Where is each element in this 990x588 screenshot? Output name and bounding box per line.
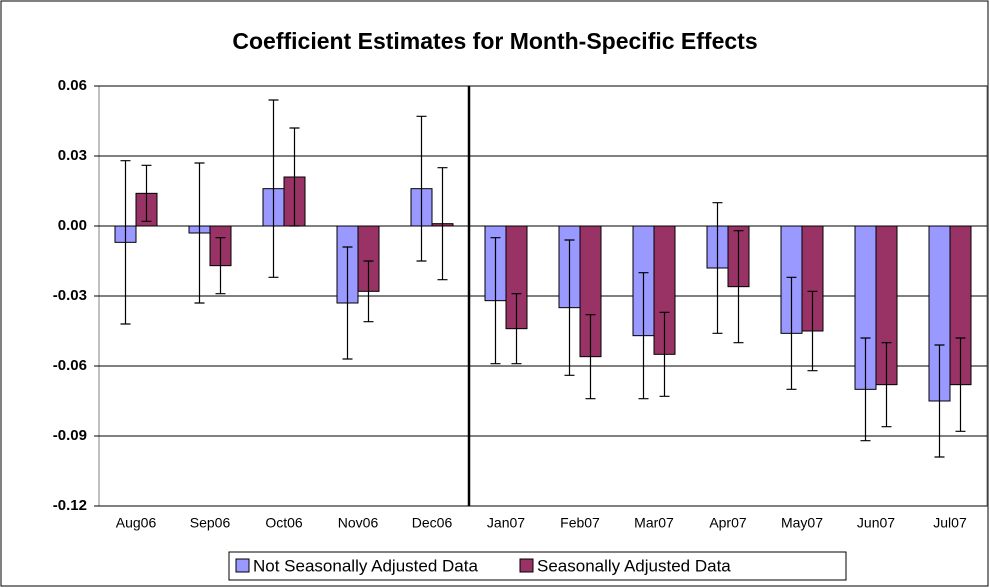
y-tick-label: 0.06: [58, 77, 87, 94]
error-bar: [881, 342, 892, 428]
y-tick-label: 0.00: [58, 217, 87, 234]
error-bar: [585, 314, 596, 400]
error-bar: [289, 127, 300, 227]
error-bar: [268, 99, 279, 278]
error-bar: [511, 293, 522, 365]
error-bar: [807, 290, 818, 372]
error-bar: [215, 237, 226, 295]
error-bar: [342, 246, 353, 360]
chart-title: Coefficient Estimates for Month-Specific…: [232, 28, 757, 54]
error-bar: [437, 167, 448, 281]
error-bar: [659, 311, 670, 397]
x-tick-label: Feb07: [560, 515, 600, 531]
x-tick-label: Oct06: [265, 515, 303, 531]
error-bar: [786, 276, 797, 390]
y-tick-label: -0.03: [53, 287, 87, 304]
legend-label: Not Seasonally Adjusted Data: [253, 556, 478, 575]
x-tick-label: Jul07: [933, 515, 967, 531]
error-bar: [490, 237, 501, 365]
x-tick-label: May07: [781, 515, 823, 531]
x-tick-label: Jan07: [487, 515, 525, 531]
error-bar: [194, 162, 205, 304]
y-tick-label: -0.09: [53, 427, 87, 444]
y-tick-label: -0.06: [53, 357, 87, 374]
error-bar: [120, 160, 131, 325]
legend-label: Seasonally Adjusted Data: [537, 556, 731, 575]
legend-swatch: [519, 558, 534, 573]
y-tick-label: -0.12: [53, 497, 87, 514]
x-tick-label: Mar07: [634, 515, 674, 531]
error-bar: [363, 260, 374, 323]
error-bar: [733, 230, 744, 344]
error-bar: [934, 344, 945, 458]
x-tick-label: Sep06: [190, 515, 231, 531]
legend-swatch: [235, 558, 250, 573]
legend-box: [228, 551, 847, 581]
error-bar: [564, 239, 575, 376]
error-bar: [955, 337, 966, 432]
x-tick-label: Apr07: [709, 515, 747, 531]
x-tick-label: Nov06: [338, 515, 379, 531]
error-bar: [141, 164, 152, 222]
error-bar: [638, 272, 649, 400]
x-tick-label: Jun07: [857, 515, 895, 531]
x-tick-label: Dec06: [412, 515, 453, 531]
x-tick-label: Aug06: [116, 515, 157, 531]
error-bar: [416, 115, 427, 262]
error-bar: [860, 337, 871, 442]
y-tick-label: 0.03: [58, 147, 87, 164]
error-bar: [712, 202, 723, 334]
